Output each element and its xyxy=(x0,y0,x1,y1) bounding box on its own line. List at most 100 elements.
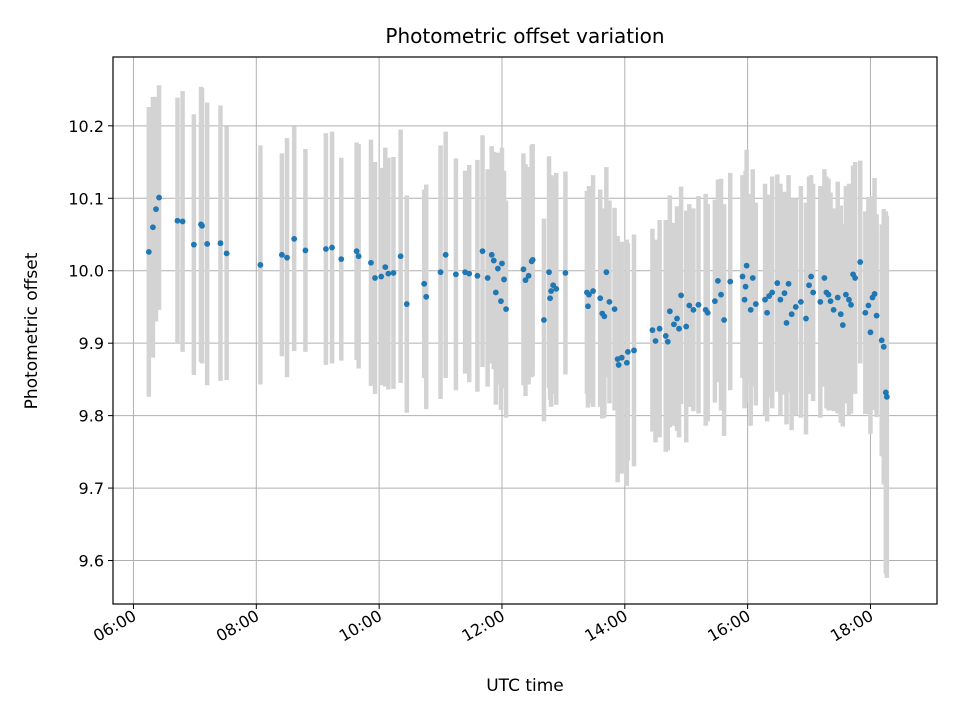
data-point xyxy=(590,288,596,294)
data-point xyxy=(382,264,389,271)
data-point xyxy=(718,291,724,298)
data-point xyxy=(494,265,501,272)
data-point xyxy=(156,194,162,201)
data-point xyxy=(848,301,854,308)
data-point xyxy=(355,253,362,260)
data-point xyxy=(603,269,610,276)
x-axis-ticks: 06:00 08:00 10:00 12:00 14:00 16:00 18:00 xyxy=(90,604,876,646)
data-point xyxy=(834,294,841,301)
data-point xyxy=(721,317,727,323)
data-point xyxy=(656,325,663,332)
data-point xyxy=(217,240,224,247)
data-point xyxy=(499,260,505,267)
data-point xyxy=(747,306,754,313)
data-point xyxy=(488,251,495,258)
data-point xyxy=(806,282,812,289)
data-point xyxy=(618,354,625,361)
data-point xyxy=(792,304,799,310)
data-point xyxy=(803,315,809,322)
data-point xyxy=(403,301,410,307)
data-point xyxy=(683,323,690,330)
data-point xyxy=(492,289,499,296)
data-point xyxy=(437,269,444,276)
data-point xyxy=(752,301,759,307)
data-point xyxy=(666,308,673,315)
data-point xyxy=(529,256,536,263)
data-point xyxy=(302,247,309,254)
data-point xyxy=(704,309,711,316)
x-axis-title: UTC time xyxy=(486,676,564,696)
x-tick-label: 18:00 xyxy=(827,606,876,646)
data-point xyxy=(474,272,481,279)
data-point xyxy=(284,254,290,261)
data-point xyxy=(145,248,152,255)
data-point xyxy=(368,259,374,266)
data-point xyxy=(883,393,890,400)
data-point xyxy=(769,289,776,296)
x-tick-label: 10:00 xyxy=(336,606,385,646)
data-point xyxy=(623,359,630,366)
y-tick-label: 10.0 xyxy=(68,262,104,281)
data-point xyxy=(878,337,885,344)
x-tick-label: 12:00 xyxy=(459,606,508,646)
data-point xyxy=(882,389,889,396)
x-tick-label: 16:00 xyxy=(704,606,753,646)
data-point xyxy=(611,306,618,313)
data-point xyxy=(715,277,721,284)
x-tick-label: 14:00 xyxy=(581,606,630,646)
data-point xyxy=(484,275,491,281)
data-point xyxy=(678,292,684,299)
data-point xyxy=(421,280,428,287)
data-point xyxy=(179,218,186,225)
data-point xyxy=(873,312,880,319)
data-point xyxy=(865,302,872,309)
data-point xyxy=(553,285,560,292)
data-point xyxy=(257,262,264,268)
data-point xyxy=(839,322,846,328)
data-point xyxy=(562,270,569,276)
data-point xyxy=(498,298,504,305)
data-point xyxy=(353,248,360,255)
data-point xyxy=(852,275,859,281)
data-point xyxy=(541,317,547,323)
data-point xyxy=(749,275,756,281)
data-point xyxy=(808,273,814,280)
data-point xyxy=(585,303,591,310)
data-point xyxy=(190,241,197,248)
data-point xyxy=(837,311,844,318)
data-point xyxy=(671,321,677,328)
data-point xyxy=(479,248,486,255)
data-point xyxy=(601,313,608,320)
data-point xyxy=(323,246,329,252)
data-point xyxy=(871,291,878,297)
data-point xyxy=(378,273,385,280)
data-point xyxy=(453,271,459,278)
data-point xyxy=(649,327,656,334)
y-tick-label: 10.1 xyxy=(68,189,104,208)
data-point xyxy=(739,273,746,280)
data-point xyxy=(397,253,404,260)
data-point xyxy=(664,338,671,345)
data-point xyxy=(788,311,795,318)
data-point xyxy=(741,296,748,303)
plot-frame xyxy=(112,56,938,605)
data-point xyxy=(329,244,335,251)
data-point xyxy=(880,343,887,350)
data-point xyxy=(742,283,749,290)
data-point xyxy=(777,296,784,303)
data-point xyxy=(727,278,734,285)
y-tick-label: 9.7 xyxy=(79,479,104,498)
data-point xyxy=(676,325,682,332)
y-axis-title: Photometric offset xyxy=(22,252,42,409)
data-point xyxy=(857,259,864,265)
data-point xyxy=(825,291,832,298)
data-point xyxy=(204,241,211,247)
data-point xyxy=(174,217,181,224)
data-point xyxy=(150,224,156,231)
data-point xyxy=(278,251,285,258)
data-point xyxy=(525,272,532,279)
data-point xyxy=(586,291,592,298)
data-point xyxy=(490,257,497,264)
data-point xyxy=(830,306,837,313)
data-point xyxy=(223,250,230,257)
